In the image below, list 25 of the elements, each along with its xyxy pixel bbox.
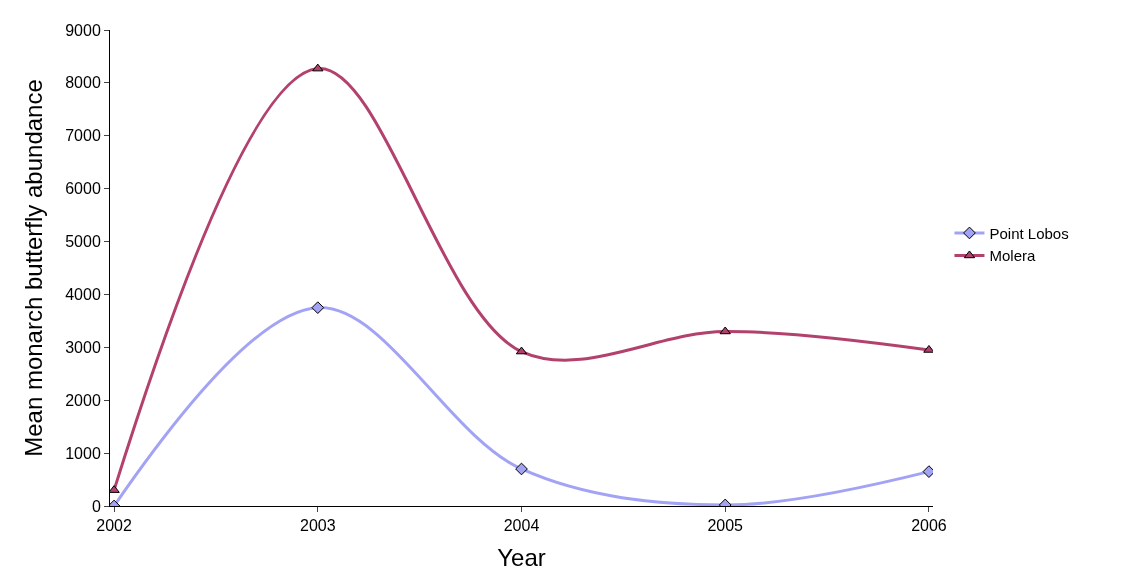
point xyxy=(515,462,528,476)
y-tick-label: 1000 xyxy=(65,444,101,462)
y-axis-title: Mean monarch butterfly abundance xyxy=(20,79,48,457)
point xyxy=(719,326,731,335)
y-tick-label: 4000 xyxy=(65,286,101,304)
point xyxy=(110,485,120,493)
y-tick-label: 9000 xyxy=(65,21,101,39)
y-tick-label: 8000 xyxy=(65,74,101,92)
y-tick-label: 2000 xyxy=(65,391,101,409)
point xyxy=(311,301,325,315)
point xyxy=(923,344,933,353)
x-axis-title: Year xyxy=(497,543,546,571)
x-tick-label: 2003 xyxy=(299,517,336,535)
y-tick-label: 3000 xyxy=(65,338,101,356)
y-tick-label: 6000 xyxy=(65,180,101,198)
y-tick-label: 5000 xyxy=(65,233,101,251)
y-tick-label: 0 xyxy=(91,497,101,515)
x-tick-label: 2006 xyxy=(911,517,947,535)
y-tick-label: 7000 xyxy=(65,127,101,145)
x-tick-label: 2005 xyxy=(707,517,744,535)
legend-label: Molera xyxy=(989,247,1036,265)
legend-label: Point Lobos xyxy=(989,224,1069,242)
x-tick-label: 2002 xyxy=(96,517,132,535)
point xyxy=(312,63,324,72)
x-tick-label: 2004 xyxy=(503,517,540,535)
